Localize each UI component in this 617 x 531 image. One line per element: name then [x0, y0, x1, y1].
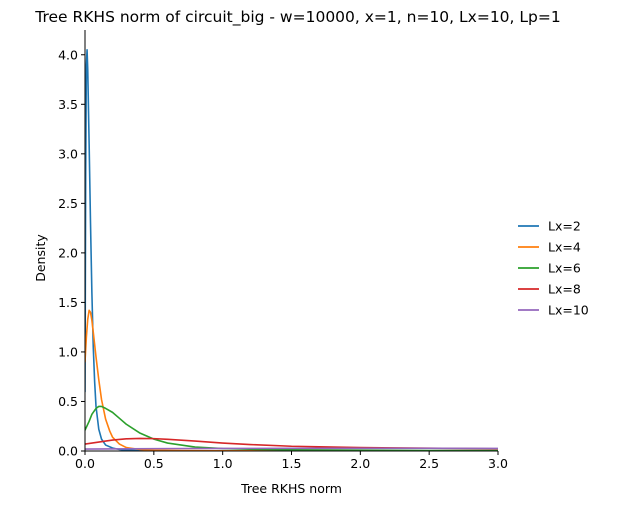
- x-tick-label: 0.5: [144, 456, 164, 471]
- y-tick-label: 0.0: [58, 444, 78, 459]
- y-tick-label: 1.0: [58, 344, 78, 359]
- legend-label-lx-6: Lx=6: [548, 261, 581, 276]
- series-line-lx-6: [85, 405, 498, 451]
- x-tick-label: 2.0: [350, 456, 370, 471]
- x-tick-label: 3.0: [488, 456, 508, 471]
- y-tick-label: 2.5: [58, 196, 78, 211]
- y-tick-label: 3.0: [58, 146, 78, 161]
- legend-label-lx-2: Lx=2: [548, 219, 581, 234]
- series-line-lx-8: [85, 437, 498, 450]
- x-ticks: 0.0 0.5 1.0 1.5 2.0 2.5 3.0: [75, 451, 508, 471]
- y-tick-label: 3.5: [58, 97, 78, 112]
- x-axis-label: Tree RKHS norm: [240, 481, 342, 496]
- axes: [84, 30, 498, 452]
- y-tick-label: 4.0: [58, 47, 78, 62]
- legend-label-lx-10: Lx=10: [548, 303, 589, 318]
- y-ticks: 0.0 0.5 1.0 1.5 2.0 2.5 3.0 3.5 4.0: [58, 47, 85, 459]
- series-line-lx-4: [85, 309, 498, 451]
- series-line-lx-10: [85, 447, 498, 450]
- series-line-lx-2: [85, 49, 498, 451]
- y-tick-label: 0.5: [58, 394, 78, 409]
- x-tick-label: 1.5: [282, 456, 302, 471]
- series-layer: [85, 49, 498, 451]
- y-tick-label: 2.0: [58, 245, 78, 260]
- legend-label-lx-4: Lx=4: [548, 240, 581, 255]
- legend: Lx=2 Lx=4 Lx=6 Lx=8 Lx=10: [518, 219, 589, 318]
- x-tick-label: 2.5: [419, 456, 439, 471]
- x-tick-label: 0.0: [75, 456, 95, 471]
- legend-label-lx-8: Lx=8: [548, 282, 581, 297]
- x-tick-label: 1.0: [213, 456, 233, 471]
- y-tick-label: 1.5: [58, 295, 78, 310]
- y-axis-label: Density: [33, 234, 48, 282]
- chart-title: Tree RKHS norm of circuit_big - w=10000,…: [34, 8, 560, 27]
